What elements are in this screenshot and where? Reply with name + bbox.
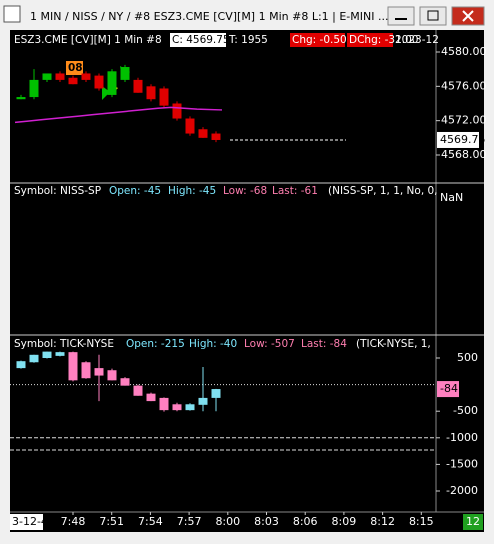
- candle-body: [133, 79, 143, 93]
- candle-body: [55, 73, 65, 80]
- chart-area: [10, 30, 484, 532]
- candle-body: [172, 103, 182, 119]
- tick-header: Low: -507: [244, 338, 295, 350]
- candle-body: [185, 404, 195, 411]
- candle-body: [211, 133, 221, 140]
- change-label: Chg: -0.50: [292, 34, 347, 46]
- candle-body: [81, 362, 91, 379]
- symbol-label: ESZ3.CME [CV][M] 1 Min #8: [14, 34, 162, 46]
- candle-body: [146, 86, 156, 100]
- count-box: [463, 514, 483, 530]
- candle-body: [146, 393, 156, 402]
- x-tick-label: 7:48: [61, 515, 86, 528]
- x-tick-label: 8:00: [215, 515, 240, 528]
- candle-body: [29, 79, 39, 98]
- niss-value: NaN: [440, 191, 463, 204]
- candle-body: [185, 118, 195, 134]
- x-tick-label: 3-12-4: [12, 515, 48, 528]
- y-tick-label: -500: [453, 404, 478, 417]
- candle-body: [107, 71, 117, 95]
- candle-body: [94, 368, 104, 376]
- niss-header: Symbol: NISS-SP: [14, 185, 101, 197]
- window-buttons[interactable]: [387, 6, 485, 26]
- x-tick-label: 8:15: [409, 515, 434, 528]
- x-tick-label: 7:51: [99, 515, 124, 528]
- candle-body: [133, 385, 143, 396]
- app-icon: [3, 5, 21, 23]
- x-tick-label: 8:03: [254, 515, 279, 528]
- date-label: 2023-12: [395, 34, 439, 46]
- candle-body: [42, 73, 52, 80]
- x-tick-label: 8:12: [370, 515, 395, 528]
- close-box: [170, 33, 226, 47]
- y-tick-label: 4572.00: [441, 114, 487, 127]
- tick-header: Symbol: TICK-NYSE: [14, 338, 114, 350]
- day-change-box: [347, 33, 393, 47]
- candle-body: [159, 397, 169, 411]
- x-tick-label: 8:09: [332, 515, 357, 528]
- candle-body: [211, 389, 221, 398]
- marker-label: 08: [68, 62, 83, 74]
- moving-average: [14, 106, 223, 124]
- tick-header: Open: -215: [126, 338, 185, 350]
- candle-body: [81, 73, 91, 80]
- candle-body: [16, 361, 26, 369]
- marker-box: [66, 61, 83, 75]
- x-tick-label: 8:06: [293, 515, 318, 528]
- niss-header: Low: -68: [223, 185, 267, 197]
- y-tick-label: 4568.00: [441, 148, 487, 161]
- change-box: [290, 33, 345, 47]
- candle-body: [94, 75, 104, 89]
- candle-body: [120, 67, 130, 80]
- bar-count: 12: [466, 515, 480, 528]
- tick-header: Last: -84: [301, 338, 347, 350]
- y-tick-label: -2000: [446, 484, 478, 497]
- candle-body: [198, 397, 208, 405]
- niss-header: Open: -45: [109, 185, 161, 197]
- maximize-button[interactable]: [419, 6, 447, 26]
- close-label: C: 4569.75: [172, 34, 230, 46]
- candle-body: [16, 97, 26, 100]
- candle-body: [198, 129, 208, 138]
- trades-label: T: 1955: [228, 34, 268, 46]
- candle-body: [68, 352, 78, 381]
- last-tick-label: -84: [440, 382, 458, 395]
- niss-header: (NISS-SP, 1, 1, No, 0,: [328, 185, 438, 197]
- candle-body: [120, 378, 130, 386]
- y-tick-label: -1000: [446, 431, 478, 444]
- niss-header: High: -45: [168, 185, 216, 197]
- candle-body: [29, 354, 39, 363]
- niss-header: Last: -61: [272, 185, 318, 197]
- y-tick-label: -1500: [446, 457, 478, 470]
- last-tick-box: [437, 381, 459, 398]
- candle-body: [172, 404, 182, 411]
- day-change-label: DChg: -31.00: [349, 34, 418, 46]
- tick-header: (TICK-NYSE, 1,: [356, 338, 431, 350]
- tick-header: High: -40: [189, 338, 237, 350]
- x-tick-label: 7:54: [138, 515, 163, 528]
- y-tick-label: 4580.00: [441, 45, 487, 58]
- candle-body: [42, 351, 52, 358]
- candle-body: [55, 352, 65, 356]
- x-tick-label: 7:57: [177, 515, 202, 528]
- last-price-label: 4569.75: [440, 133, 486, 146]
- candle-body: [68, 77, 78, 85]
- last-price-box: [437, 131, 479, 148]
- candle-body: [159, 88, 169, 106]
- minimize-button[interactable]: [387, 6, 415, 26]
- window-title: 1 MIN / NISS / NY / #8 ESZ3.CME [CV][M] …: [30, 10, 388, 23]
- y-tick-label: 500: [457, 351, 478, 364]
- candle-body: [107, 370, 117, 381]
- signal-arrow: [102, 86, 110, 100]
- y-tick-label: 4576.00: [441, 79, 487, 92]
- date-box: [10, 514, 43, 530]
